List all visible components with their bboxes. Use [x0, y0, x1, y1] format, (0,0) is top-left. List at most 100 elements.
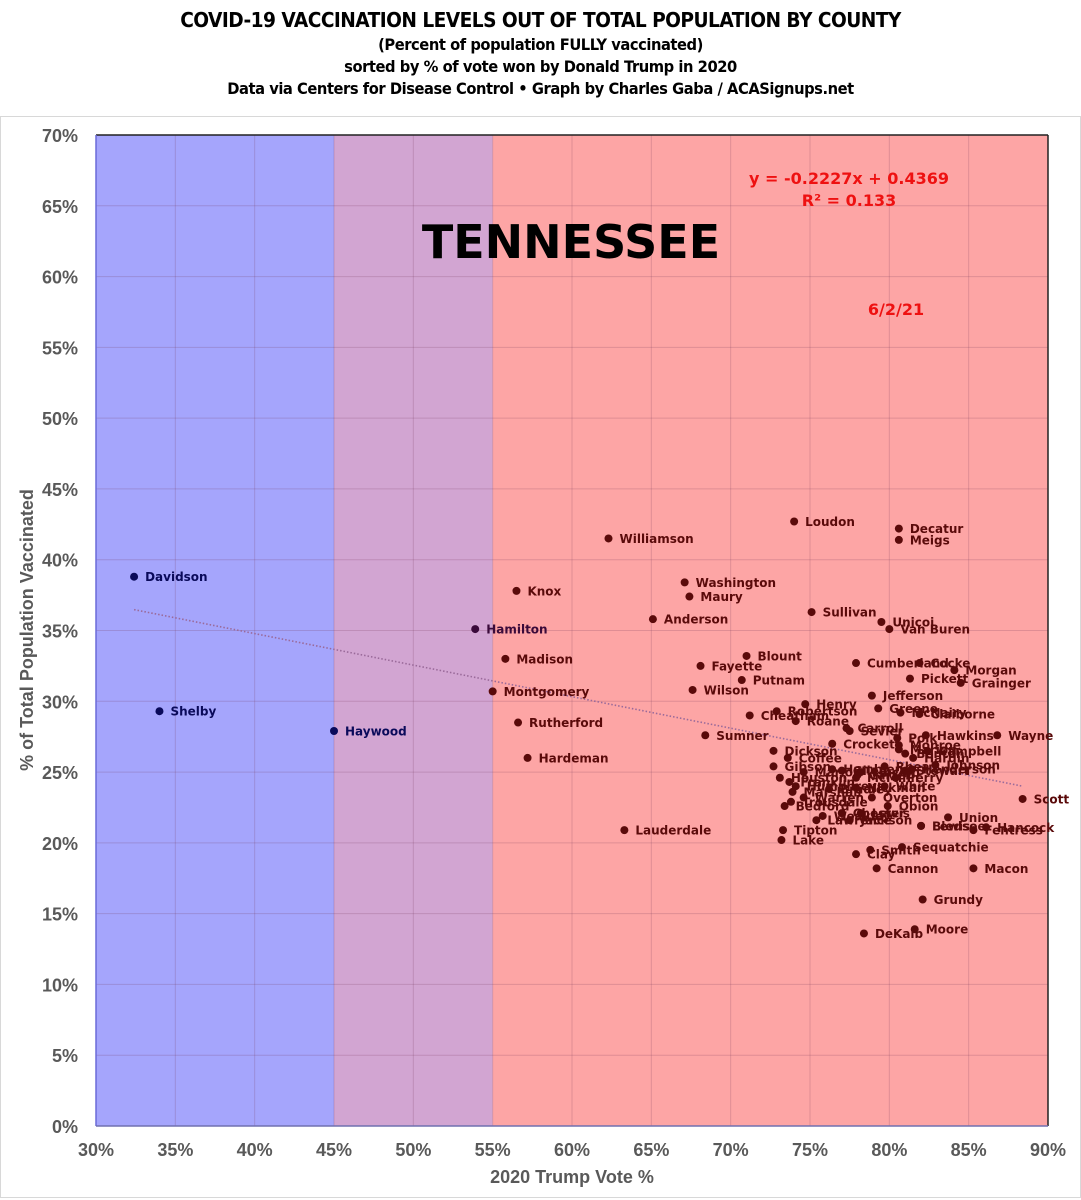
data-point — [852, 850, 861, 859]
data-label: Chester — [853, 807, 906, 821]
data-point — [874, 704, 883, 713]
data-label: DeKalb — [875, 927, 924, 941]
data-point — [828, 739, 837, 748]
data-label: Sequatchie — [913, 841, 989, 855]
data-label: Carter — [869, 768, 912, 782]
data-point — [993, 731, 1002, 740]
x-axis-title: 2020 Trump Vote % — [490, 1167, 654, 1187]
data-point — [812, 816, 821, 825]
data-point — [775, 773, 784, 782]
data-label: Trousdale — [802, 795, 868, 809]
data-label: Claiborne — [930, 708, 995, 722]
date-label: 6/2/21 — [868, 300, 924, 319]
x-tick-label: 45% — [316, 1140, 352, 1160]
y-tick-label: 70% — [42, 126, 78, 146]
data-point — [894, 535, 903, 544]
data-label: Smith — [881, 843, 921, 857]
data-label: Obion — [899, 800, 939, 814]
data-point — [620, 826, 629, 835]
data-point — [917, 821, 926, 830]
data-point — [471, 625, 480, 634]
data-point — [853, 770, 862, 779]
data-point — [894, 524, 903, 533]
trendline-equation: y = -0.2227x + 0.4369 — [749, 169, 949, 188]
x-tick-label: 75% — [792, 1140, 828, 1160]
data-point — [799, 768, 808, 777]
y-tick-label: 15% — [42, 905, 78, 925]
data-label: Hickman — [867, 781, 925, 795]
x-tick-label: 30% — [78, 1140, 114, 1160]
data-point — [950, 666, 959, 675]
data-point — [737, 676, 746, 685]
data-label: Grundy — [934, 893, 983, 907]
data-point — [880, 782, 889, 791]
data-point — [921, 731, 930, 740]
data-point — [896, 708, 905, 717]
data-label: Lewis — [932, 819, 970, 833]
data-label: Cannon — [888, 862, 939, 876]
data-label: Sumner — [716, 729, 768, 743]
data-label: Sullivan — [823, 606, 877, 620]
data-point — [923, 746, 932, 755]
data-label: Grainger — [972, 676, 1031, 690]
data-point — [859, 929, 868, 938]
chart-subtitle-fully-vaccinated: (Percent of population FULLY vaccinated) — [378, 35, 703, 54]
data-label: Bradley — [840, 783, 892, 797]
data-label: Williamson — [619, 532, 693, 546]
data-label: White — [896, 780, 936, 794]
data-point — [969, 864, 978, 873]
chart-header: COVID-19 VACCINATION LEVELS OUT OF TOTAL… — [0, 6, 1081, 100]
data-point — [779, 826, 788, 835]
x-tick-label: 80% — [871, 1140, 907, 1160]
y-tick-label: 30% — [42, 692, 78, 712]
y-axis-title: % of Total Population Vaccinated — [17, 489, 37, 771]
data-point — [931, 760, 940, 769]
data-label: Montgomery — [504, 685, 590, 699]
data-label: Rhea — [896, 760, 930, 774]
data-label: Lauderdale — [635, 824, 711, 838]
background-bands — [96, 135, 1049, 1126]
data-labels: Davidson Shelby Haywood Hamilton Montgomery K… — [145, 515, 1069, 941]
data-point — [894, 745, 903, 754]
data-label: Tipton — [794, 824, 837, 838]
data-label: Moore — [926, 923, 969, 937]
data-label: Wilson — [704, 683, 749, 697]
data-point — [680, 578, 689, 587]
y-tick-label: 40% — [42, 551, 78, 571]
data-label: Washington — [696, 576, 776, 590]
data-label: Dickson — [785, 744, 838, 758]
data-label: Hardin — [924, 751, 969, 765]
y-tick-label: 60% — [42, 268, 78, 288]
data-label: Davidson — [145, 570, 208, 584]
data-point — [982, 823, 991, 832]
data-label: Lewis — [872, 807, 910, 821]
data-point — [791, 717, 800, 726]
data-label: Crockett — [843, 737, 901, 751]
data-label: Bedford — [796, 800, 850, 814]
trendline — [133, 608, 1023, 787]
data-label: Loudon — [805, 515, 855, 529]
y-tick-label: 45% — [42, 480, 78, 500]
data-label: Overton — [883, 791, 938, 805]
data-point — [648, 615, 657, 624]
data-label: Pickett — [921, 672, 969, 686]
data-label: Greene — [889, 702, 938, 716]
data-point — [514, 718, 523, 727]
data-point — [488, 687, 497, 696]
y-tick-label: 5% — [52, 1046, 78, 1066]
data-label: Roane — [807, 715, 849, 729]
data-point — [130, 572, 139, 581]
data-point — [883, 802, 892, 811]
data-point — [907, 765, 916, 774]
data-label: Fayette — [712, 659, 763, 673]
data-point — [604, 534, 613, 543]
x-tick-label: 65% — [633, 1140, 669, 1160]
data-point — [872, 864, 881, 873]
data-label: Cocke — [930, 657, 970, 671]
y-axis-ticks: 0% 5% 10% 15% 20% 25% 30% 35% 40% 45% 50% 55% 60% 65%… — [42, 126, 78, 1137]
y-tick-label: 10% — [42, 975, 78, 995]
data-label: Meigs — [910, 533, 950, 547]
data-label: Carroll — [857, 722, 902, 736]
data-label: Marion — [910, 743, 957, 757]
